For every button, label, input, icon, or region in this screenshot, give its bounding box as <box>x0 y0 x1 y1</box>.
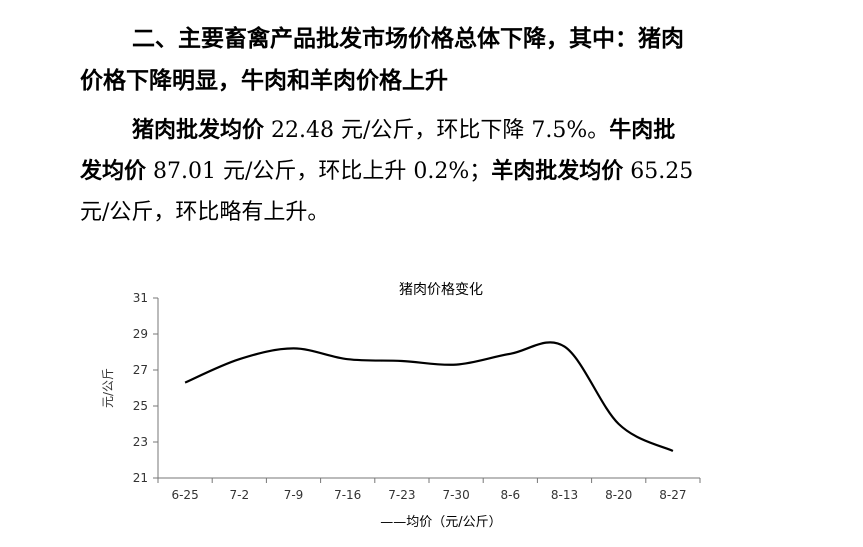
x-tick-label: 7-2 <box>229 488 249 502</box>
heading-line-2: 价格下降明显，牛肉和羊肉价格上升 <box>80 68 448 94</box>
beef-label-part2: 发均价 <box>80 159 147 184</box>
body-paragraph: 猪肉批发均价 22.48 元/公斤，环比下降 7.5%。牛肉批 发均价 87.0… <box>80 110 780 233</box>
y-tick-label: 29 <box>133 327 148 341</box>
x-tick-label: 7-23 <box>388 488 415 502</box>
x-tick-label: 7-16 <box>334 488 361 502</box>
section-heading: 二、主要畜禽产品批发市场价格总体下降，其中：猪肉 价格下降明显，牛肉和羊肉价格上… <box>80 18 780 102</box>
x-tick-label: 7-9 <box>284 488 304 502</box>
y-tick-label: 31 <box>133 291 148 305</box>
x-tick-label: 8-13 <box>551 488 578 502</box>
y-tick-label: 21 <box>133 471 148 485</box>
mutton-value-text: 65.25 <box>623 159 694 184</box>
paragraph-line-3: 元/公斤，环比略有上升。 <box>80 192 780 233</box>
x-tick-label: 8-20 <box>605 488 632 502</box>
heading-line-1: 二、主要畜禽产品批发市场价格总体下降，其中：猪肉 <box>132 26 684 52</box>
series-line-average-price <box>184 341 674 453</box>
x-tick-label: 8-6 <box>500 488 520 502</box>
beef-value-text: 87.01 元/公斤，环比上升 0.2%； <box>146 159 492 184</box>
x-tick-label: 7-30 <box>442 488 469 502</box>
x-tick-label: 6-25 <box>171 488 198 502</box>
y-axis-label: 元/公斤 <box>101 368 115 408</box>
pork-value-text: 22.48 元/公斤，环比下降 7.5%。 <box>264 118 610 143</box>
y-tick-label: 25 <box>133 399 148 413</box>
pork-label: 猪肉批发均价 <box>132 118 265 143</box>
beef-label-part1: 牛肉批 <box>609 118 676 143</box>
y-axis-ticks: 21 23 25 27 29 31 <box>133 291 158 485</box>
mutton-unit-text: 元/公斤，环比略有上升。 <box>80 200 330 225</box>
paragraph-line-2: 发均价 87.01 元/公斤，环比上升 0.2%；羊肉批发均价 65.25 <box>80 151 780 192</box>
x-axis-ticks: 6-25 7-2 7-9 7-16 7-23 7-30 8-6 8-13 8-20 8-27 <box>157 478 701 502</box>
pork-price-chart: 猪肉价格变化 元/公斤 21 23 25 27 29 31 6-25 7-2 7-9 7-16 7… <box>101 282 701 530</box>
paragraph-line-1: 猪肉批发均价 22.48 元/公斤，环比下降 7.5%。牛肉批 <box>80 110 780 151</box>
x-tick-label: 8-27 <box>659 488 686 502</box>
chart-title: 猪肉价格变化 <box>399 282 483 298</box>
y-tick-label: 23 <box>133 435 148 449</box>
y-tick-label: 27 <box>133 363 148 377</box>
mutton-label: 羊肉批发均价 <box>491 159 624 184</box>
chart-legend: ——均价（元/公斤） <box>380 515 501 530</box>
